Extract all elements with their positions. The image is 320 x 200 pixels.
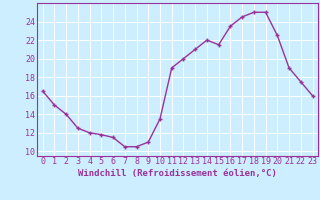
X-axis label: Windchill (Refroidissement éolien,°C): Windchill (Refroidissement éolien,°C)	[78, 169, 277, 178]
